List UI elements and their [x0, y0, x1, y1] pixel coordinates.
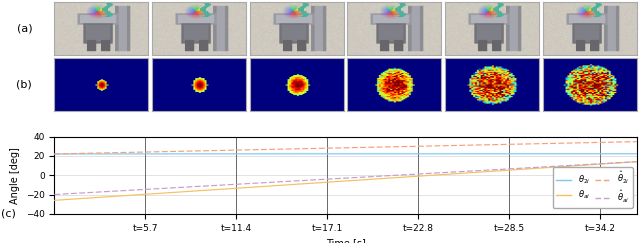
Y-axis label: Angle [deg]: Angle [deg] — [10, 147, 20, 204]
Y-axis label: (b): (b) — [17, 79, 32, 89]
Legend: $\theta_{2i}$, $\theta_{ai}$, $\hat{\theta}_{2i}$, $\hat{\theta}_{ai}$: $\theta_{2i}$, $\theta_{ai}$, $\hat{\the… — [552, 167, 632, 208]
Text: (c): (c) — [1, 209, 16, 219]
Y-axis label: (a): (a) — [17, 24, 32, 34]
X-axis label: Time [s]: Time [s] — [326, 238, 365, 243]
